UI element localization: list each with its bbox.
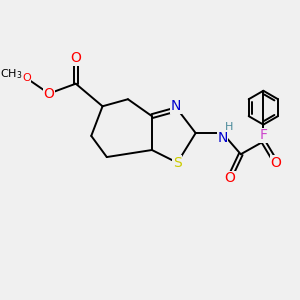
Text: O: O — [224, 171, 235, 185]
Text: N: N — [217, 131, 228, 145]
Text: O: O — [22, 73, 31, 83]
Text: O: O — [70, 51, 81, 65]
Text: F: F — [259, 128, 267, 142]
Text: S: S — [173, 156, 182, 170]
Text: N: N — [171, 99, 181, 113]
Text: CH$_3$: CH$_3$ — [0, 67, 22, 81]
Text: O: O — [271, 156, 281, 170]
Text: O: O — [44, 87, 54, 100]
Text: H: H — [224, 122, 233, 132]
